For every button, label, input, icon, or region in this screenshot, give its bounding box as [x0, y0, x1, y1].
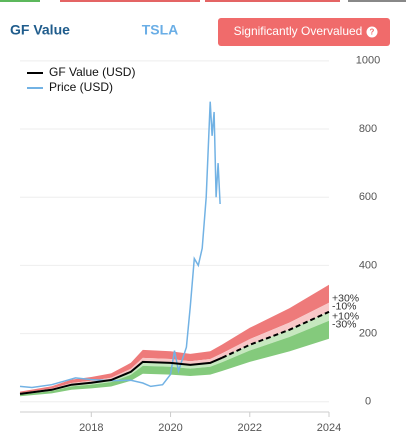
y-tick-label: 800 [359, 123, 377, 135]
badge[interactable] [218, 18, 390, 46]
band-label: -10% [332, 301, 357, 313]
y-tick-label: 200 [359, 327, 377, 339]
y-tick-label: 400 [359, 259, 377, 271]
x-tick-label: 2024 [317, 422, 341, 434]
projection-line [221, 310, 330, 359]
y-tick-label: 600 [359, 191, 377, 203]
band-label: -30% [332, 319, 357, 331]
series-line [19, 101, 221, 389]
legend-label: GF Value (USD) [49, 65, 135, 79]
plot: 0 200 400 600 800 1000 2018 2020 2022 2024 +30% +10… [19, 55, 380, 434]
series-line [19, 356, 223, 395]
ticker: TSLA [142, 22, 179, 38]
x-tick-label: 2022 [238, 422, 262, 434]
x-tick-label: 2018 [79, 422, 103, 434]
title: GF Value [10, 22, 70, 38]
badge-icon[interactable]: ? [370, 28, 375, 37]
legend-label: Price (USD) [49, 80, 113, 94]
x-tick-label: 2020 [158, 422, 182, 434]
y-tick-label: 0 [365, 396, 371, 408]
badge-text[interactable]: Significantly Overvalued [234, 24, 363, 38]
band-label: +10% [332, 311, 359, 323]
badge-icon-bg[interactable] [366, 26, 378, 38]
y-tick-label: 1000 [356, 55, 380, 67]
band-label: +30% [332, 293, 359, 305]
